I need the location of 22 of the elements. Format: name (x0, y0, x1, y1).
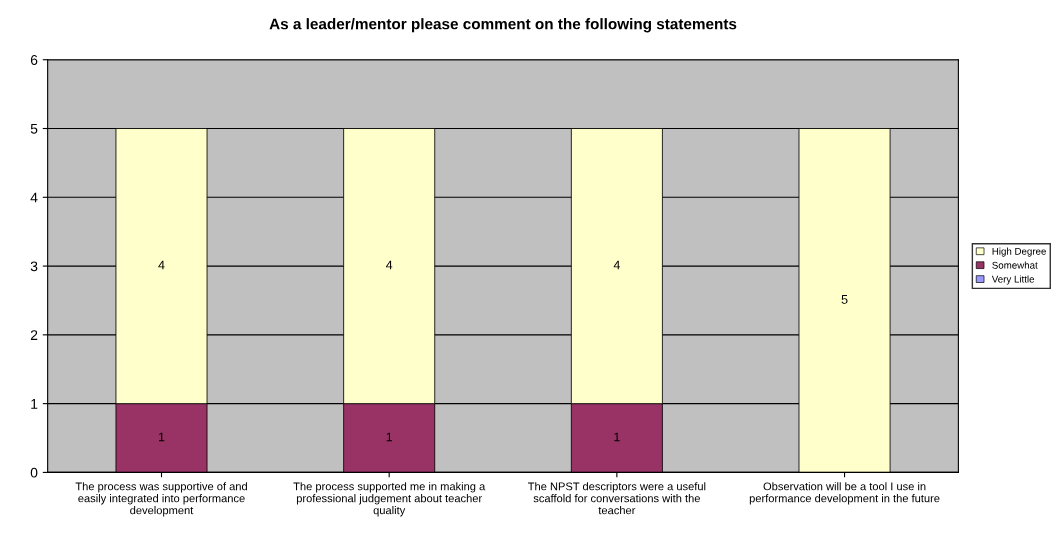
data-label: 1 (158, 432, 165, 442)
legend-label: Somewhat (992, 261, 1038, 269)
y-tick-label: 2 (30, 330, 38, 340)
data-label: 5 (841, 295, 848, 304)
legend-label: Very Little (991, 275, 1035, 285)
y-tick-label: 0 (30, 467, 38, 478)
x-tick-label: Observation will be a tool I use in performance development in the future (749, 482, 940, 505)
x-tick-label: The NPST descriptors were a useful scaffold for conversations with the teacher (527, 482, 706, 515)
y-tick-label: 1 (31, 399, 38, 409)
y-tick-label: 6 (30, 55, 38, 65)
y-tick-label: 4 (30, 192, 38, 203)
data-label: 1 (386, 432, 393, 442)
data-label: 4 (385, 260, 393, 270)
chart-title: As a leader/mentor please comment on the following statements (269, 18, 737, 33)
x-tick-label: The process was supportive of and easily integrated into performance development (75, 482, 247, 517)
y-tick-label: 3 (30, 261, 38, 272)
legend-label: High Degree (992, 247, 1046, 257)
data-label: 4 (613, 260, 620, 270)
data-label: 4 (158, 260, 165, 270)
x-tick-label: The process supported me in making a professional judgement about teacher quality (293, 482, 486, 517)
y-tick-label: 5 (30, 123, 38, 134)
data-label: 1 (614, 432, 620, 442)
